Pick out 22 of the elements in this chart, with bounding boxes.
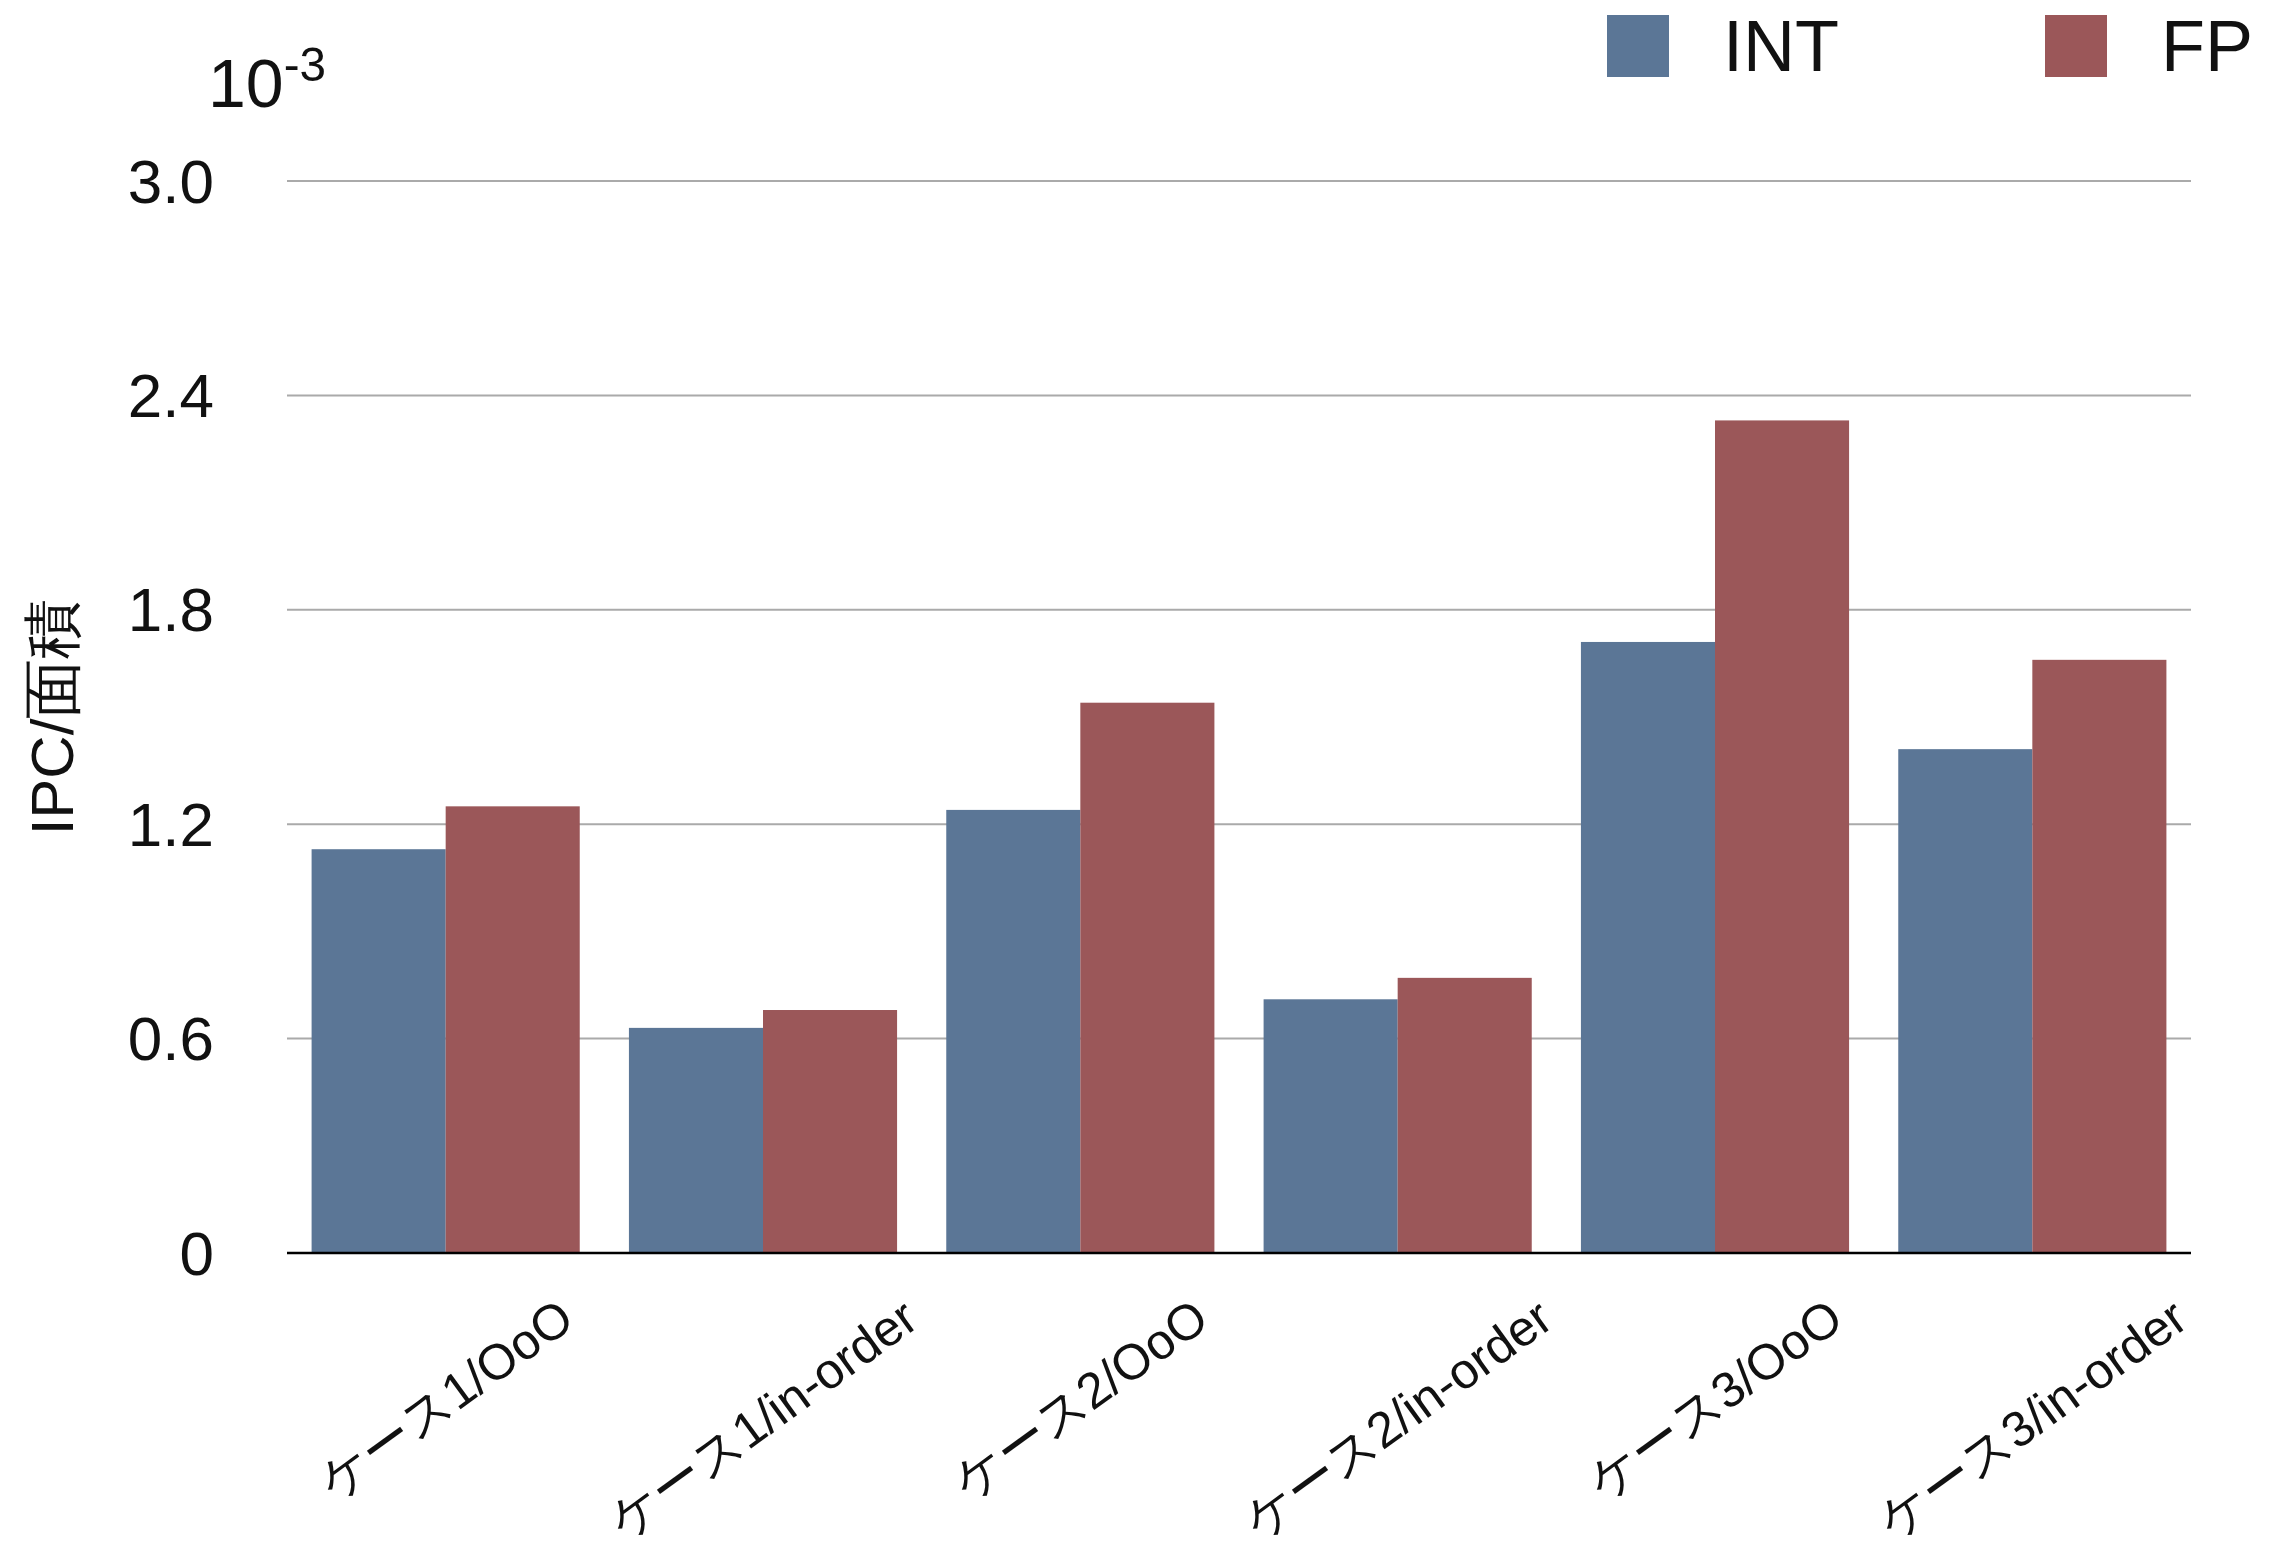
legend-label: FP <box>2161 6 2254 86</box>
bar <box>1397 977 1532 1253</box>
y-axis-title: IPC/面積 <box>18 598 86 836</box>
y-tick-label: 2.4 <box>127 360 214 430</box>
y-tick-label: 1.2 <box>127 789 214 859</box>
bar <box>2032 659 2167 1253</box>
text: 10$^{-3}$ <box>208 37 326 121</box>
bar <box>1715 420 1850 1253</box>
bar <box>445 806 580 1253</box>
bar <box>946 809 1081 1253</box>
legend-label: INT <box>1723 6 1839 86</box>
bar <box>1080 702 1215 1253</box>
y-tick-label: 1.8 <box>127 575 214 645</box>
bar <box>1580 641 1715 1253</box>
bar <box>763 1010 898 1253</box>
y-tick-label: 3.0 <box>127 146 214 216</box>
bar <box>1898 749 2033 1253</box>
y-tick-label: 0 <box>179 1218 214 1288</box>
bar <box>1263 999 1398 1253</box>
bar <box>628 1027 763 1253</box>
bar <box>311 849 446 1253</box>
y-tick-label: 0.6 <box>127 1004 214 1074</box>
